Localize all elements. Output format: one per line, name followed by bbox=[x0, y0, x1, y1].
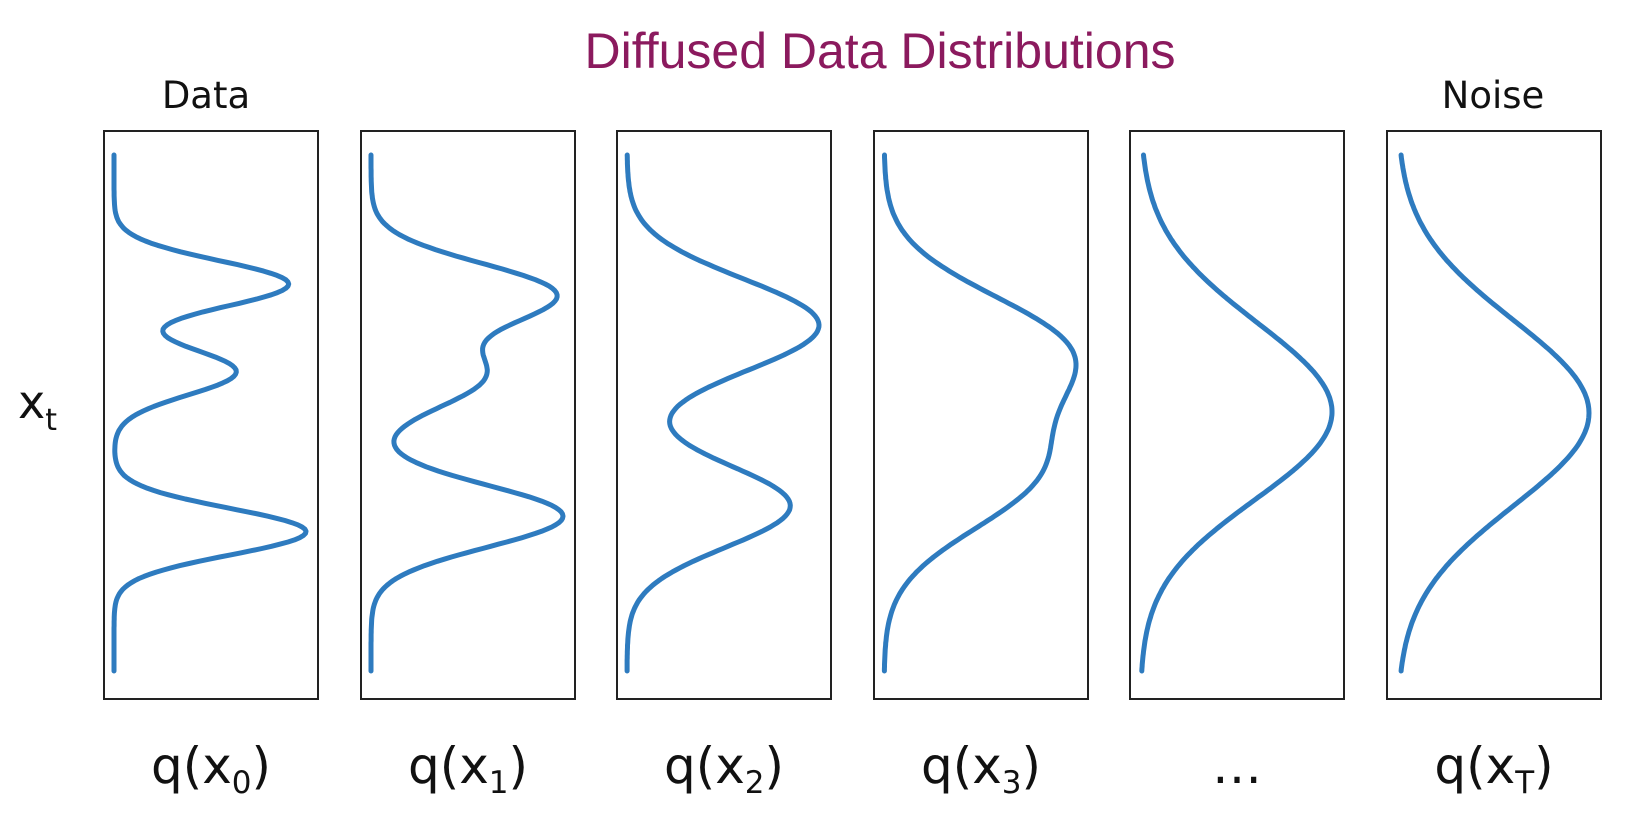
panel-frame bbox=[360, 130, 576, 700]
panels: q(x0) q(x1) q(x2) q(x3)… q(xT) bbox=[103, 130, 1602, 801]
caption-prefix: q(x bbox=[664, 737, 745, 795]
panel-caption: q(x3) bbox=[921, 737, 1041, 801]
panel-caption: … bbox=[1212, 737, 1262, 795]
panel-frame bbox=[873, 130, 1089, 700]
density-curve bbox=[111, 152, 309, 674]
density-curve bbox=[368, 152, 566, 674]
caption-subscript: 0 bbox=[232, 765, 252, 801]
panel-frame bbox=[616, 130, 832, 700]
caption-suffix: ) bbox=[252, 737, 272, 795]
caption-suffix: ) bbox=[509, 737, 529, 795]
panel-frame bbox=[103, 130, 319, 700]
figure-title: Diffused Data Distributions bbox=[584, 23, 1175, 79]
caption-prefix: … bbox=[1212, 737, 1262, 795]
axis-label-sub: t bbox=[45, 403, 57, 438]
panel-xT: q(xT) bbox=[1386, 130, 1602, 801]
panel-caption: q(xT) bbox=[1434, 737, 1553, 801]
axis-label-main: x bbox=[18, 375, 45, 429]
panel-ellipsis: … bbox=[1129, 130, 1345, 795]
density-curve bbox=[1398, 152, 1592, 674]
density-curve bbox=[1139, 152, 1335, 674]
noise-label: Noise bbox=[1442, 74, 1545, 117]
panel-caption: q(x1) bbox=[408, 737, 528, 801]
caption-prefix: q(x bbox=[408, 737, 489, 795]
caption-subscript: 3 bbox=[1002, 765, 1022, 801]
caption-suffix: ) bbox=[1022, 737, 1042, 795]
panel-caption: q(x0) bbox=[151, 737, 271, 801]
caption-suffix: ) bbox=[765, 737, 785, 795]
caption-prefix: q(x bbox=[1434, 737, 1515, 795]
panel-x0: q(x0) bbox=[103, 130, 319, 801]
data-label: Data bbox=[162, 74, 250, 117]
caption-subscript: T bbox=[1514, 765, 1535, 801]
caption-subscript: 1 bbox=[489, 765, 509, 801]
panel-frame bbox=[1129, 130, 1345, 700]
density-curve bbox=[881, 152, 1079, 674]
panel-caption: q(x2) bbox=[664, 737, 784, 801]
panel-x1: q(x1) bbox=[360, 130, 576, 801]
density-curve bbox=[624, 152, 822, 674]
caption-prefix: q(x bbox=[151, 737, 232, 795]
panel-x2: q(x2) bbox=[616, 130, 832, 801]
panel-frame bbox=[1386, 130, 1602, 700]
caption-prefix: q(x bbox=[921, 737, 1002, 795]
axis-label-xt: xt bbox=[18, 375, 57, 438]
panel-x3: q(x3) bbox=[873, 130, 1089, 801]
caption-subscript: 2 bbox=[745, 765, 765, 801]
caption-suffix: ) bbox=[1534, 737, 1554, 795]
